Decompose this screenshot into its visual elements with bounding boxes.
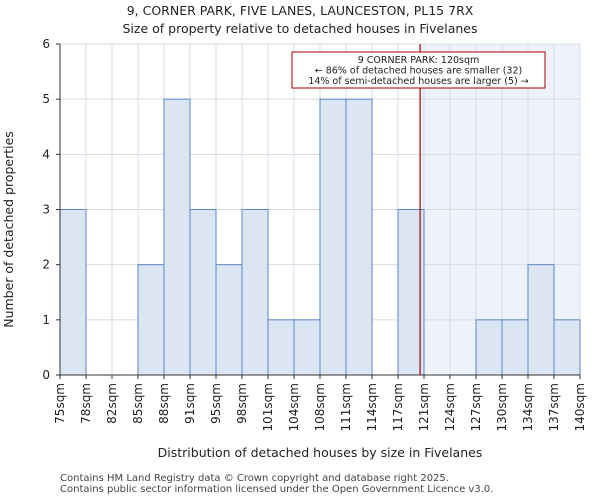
- x-tick-label-16: 127sqm: [469, 383, 483, 431]
- x-tick-label-7: 98sqm: [235, 383, 249, 424]
- x-tick-label-2: 82sqm: [105, 383, 119, 424]
- y-axis-title: Number of detached properties: [1, 131, 16, 328]
- x-tick-label-4: 88sqm: [157, 383, 171, 424]
- x-tick-label-15: 124sqm: [443, 383, 457, 431]
- bar-5: [189, 209, 217, 376]
- y-tick-label-0: 0: [42, 368, 50, 382]
- annotation-line-2: ← 86% of detached houses are smaller (32…: [315, 66, 522, 77]
- y-tick-label-6: 6: [42, 37, 50, 51]
- x-tick-label-19: 137sqm: [547, 383, 561, 431]
- x-tick-label-11: 111sqm: [339, 383, 353, 431]
- x-tick-label-10: 108sqm: [313, 383, 327, 431]
- bar-6: [215, 264, 243, 376]
- x-tick-label-14: 121sqm: [417, 383, 431, 431]
- bar-18: [527, 264, 555, 376]
- x-tick-label-13: 117sqm: [391, 383, 405, 431]
- x-tick-label-0: 75sqm: [53, 383, 67, 424]
- chart-title-address: 9, CORNER PARK, FIVE LANES, LAUNCESTON, …: [126, 3, 474, 18]
- x-tick-label-1: 78sqm: [79, 383, 93, 424]
- footer-copyright: Contains HM Land Registry data © Crown c…: [60, 473, 449, 484]
- bar-3: [137, 264, 165, 376]
- bar-8: [267, 319, 295, 376]
- bar-19: [553, 319, 581, 376]
- bar-16: [475, 319, 503, 376]
- y-tick-label-4: 4: [42, 147, 50, 161]
- bar-4: [163, 98, 191, 376]
- x-tick-label-5: 91sqm: [183, 383, 197, 424]
- x-tick-label-9: 104sqm: [287, 383, 301, 431]
- x-tick-label-8: 101sqm: [261, 383, 275, 431]
- x-tick-label-12: 114sqm: [365, 383, 379, 431]
- bar-9: [293, 319, 321, 376]
- footer-licence: Contains public sector information licen…: [60, 484, 494, 495]
- x-tick-label-20: 140sqm: [573, 383, 587, 431]
- y-tick-label-5: 5: [42, 92, 50, 106]
- bar-7: [241, 209, 269, 376]
- bar-11: [345, 98, 373, 376]
- bar-17: [501, 319, 529, 376]
- y-tick-label-2: 2: [42, 258, 50, 272]
- x-tick-label-6: 95sqm: [209, 383, 223, 424]
- bar-0: [59, 209, 87, 376]
- y-tick-label-1: 1: [42, 313, 50, 327]
- x-tick-label-18: 134sqm: [521, 383, 535, 431]
- x-axis-title: Distribution of detached houses by size …: [158, 445, 483, 460]
- bar-10: [319, 98, 347, 376]
- chart-subtitle: Size of property relative to detached ho…: [122, 21, 478, 36]
- y-tick-label-3: 3: [42, 203, 50, 217]
- annotation-line-1: 9 CORNER PARK: 120sqm: [358, 55, 480, 66]
- annotation-line-3: 14% of semi-detached houses are larger (…: [308, 76, 528, 87]
- x-tick-label-3: 85sqm: [131, 383, 145, 424]
- x-tick-label-17: 130sqm: [495, 383, 509, 431]
- annotation-box: [291, 51, 546, 89]
